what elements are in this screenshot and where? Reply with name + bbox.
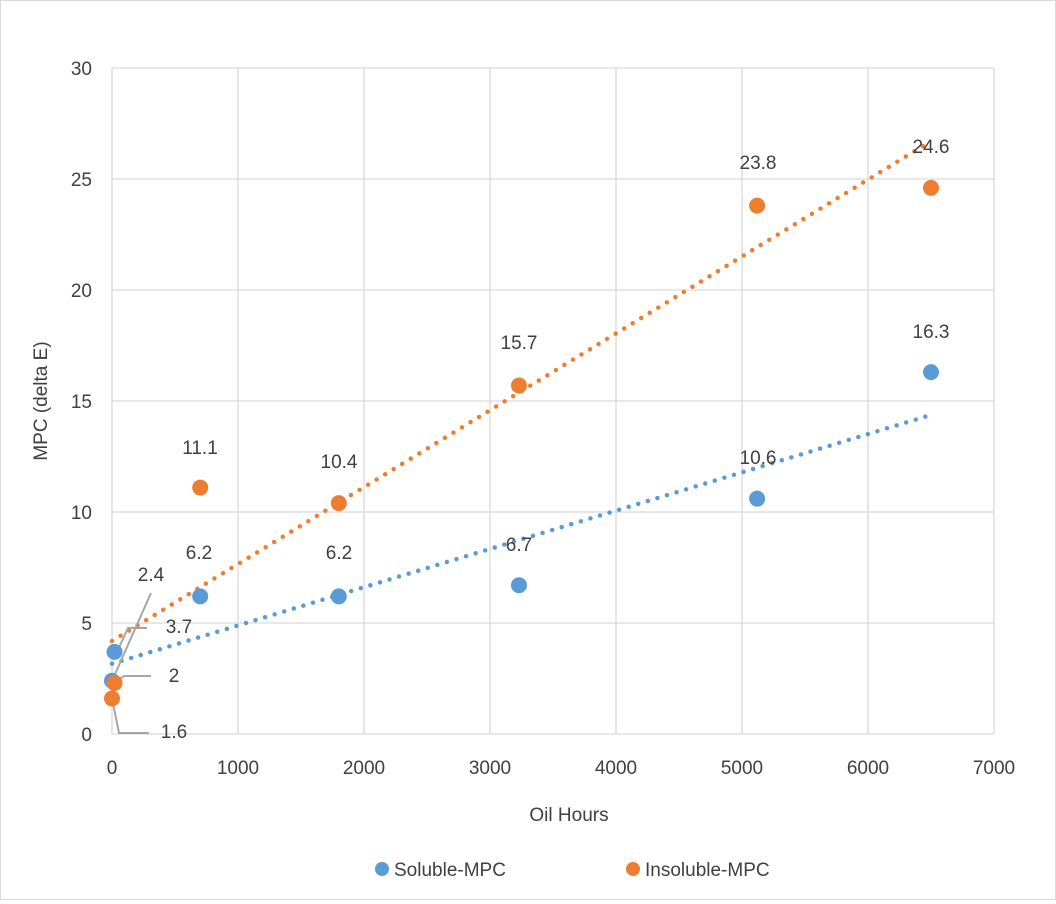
x-tick-label: 6000: [847, 758, 889, 779]
data-point-soluble: [923, 364, 939, 381]
data-point-insoluble: [106, 674, 123, 691]
y-tick-label: 5: [81, 614, 92, 635]
x-tick-label: 0: [107, 758, 118, 779]
y-tick-label: 15: [71, 392, 92, 413]
data-point-insoluble: [104, 690, 120, 707]
data-point-insoluble: [749, 197, 766, 214]
data-point-insoluble: [510, 377, 527, 394]
data-label-insoluble: 24.6: [913, 137, 950, 158]
x-tick-label: 7000: [973, 758, 1015, 779]
legend: Soluble-MPC Insoluble-MPC: [375, 860, 770, 881]
data-point-soluble: [510, 577, 527, 594]
data-point-soluble: [330, 588, 347, 605]
y-tick-label: 20: [71, 281, 92, 302]
grid-layer: [111, 67, 995, 735]
data-label-insoluble: 2: [169, 666, 180, 687]
data-label-soluble: 6.2: [326, 543, 352, 564]
data-label-soluble: 6.2: [186, 543, 212, 564]
data-point-soluble: [749, 490, 766, 507]
y-tick-label: 10: [71, 503, 92, 524]
x-tick-label: 4000: [595, 758, 637, 779]
leader-line: [111, 697, 149, 734]
leader-line: [116, 627, 147, 653]
leader-line-layer: [111, 592, 152, 734]
data-point-soluble: [192, 588, 209, 605]
data-label-insoluble: 11.1: [182, 438, 218, 459]
data-point-layer: [104, 179, 939, 707]
data-label-soluble: 6.7: [506, 535, 532, 556]
data-label-insoluble: 1.6: [161, 722, 187, 743]
y-axis-title: MPC (delta E): [31, 341, 52, 460]
data-label-soluble: 16.3: [913, 322, 950, 343]
y-tick-label: 25: [71, 170, 92, 191]
x-tick-label: 5000: [721, 758, 763, 779]
x-tick-label: 1000: [217, 758, 259, 779]
data-label-soluble: 10.6: [740, 448, 777, 469]
legend-label-insoluble: Insoluble-MPC: [645, 860, 770, 881]
x-axis-title: Oil Hours: [529, 805, 608, 826]
legend-marker-insoluble: [626, 862, 640, 876]
legend-marker-soluble: [375, 862, 389, 876]
data-label-soluble: 3.7: [166, 617, 192, 638]
leader-line: [111, 592, 152, 682]
y-tick-label: 0: [81, 725, 92, 746]
data-point-soluble: [106, 643, 123, 660]
tick-label-layer: 0 5 10 15 20 25 30 0 1000 2000 3000 4000 5000 6000 700…: [71, 59, 1015, 779]
y-tick-label: 30: [71, 59, 92, 80]
data-label-layer: 2.4 3.7 6.2 6.2 6.7 10.6 16.3 1.6 2 11.1 10.4 15.7 2…: [138, 137, 950, 743]
data-label-soluble: 2.4: [138, 565, 165, 586]
data-point-insoluble: [192, 479, 209, 496]
legend-label-soluble: Soluble-MPC: [394, 860, 506, 881]
data-label-insoluble: 23.8: [740, 153, 777, 174]
data-label-insoluble: 15.7: [501, 333, 538, 354]
trendline-soluble: [109, 412, 934, 667]
x-tick-label: 2000: [343, 758, 385, 779]
data-point-insoluble: [923, 179, 939, 196]
data-point-insoluble: [330, 495, 347, 512]
data-label-insoluble: 10.4: [321, 452, 358, 473]
x-tick-label: 3000: [469, 758, 511, 779]
